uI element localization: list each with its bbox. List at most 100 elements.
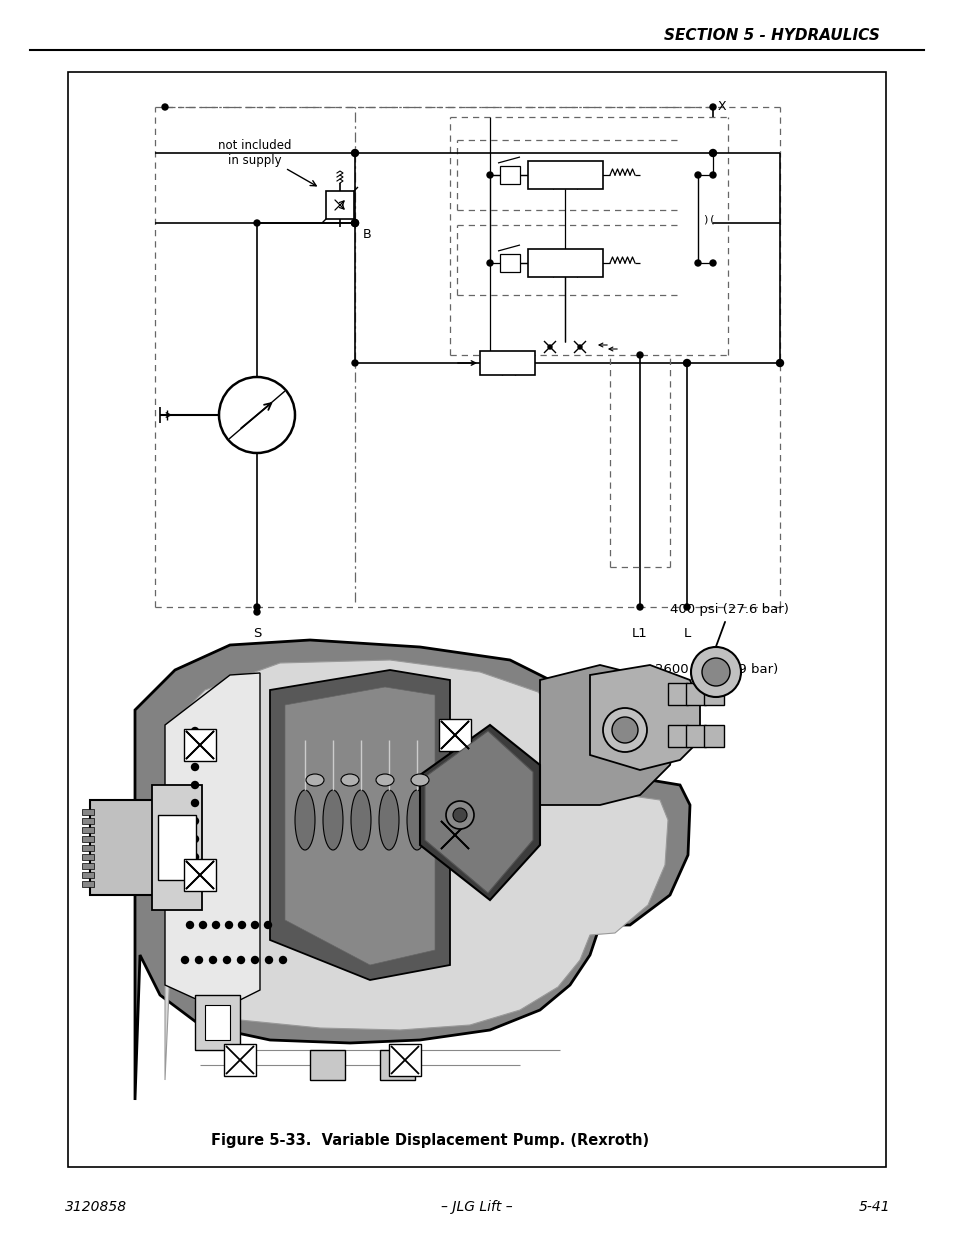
Bar bbox=[527, 249, 602, 277]
Circle shape bbox=[253, 604, 260, 610]
Ellipse shape bbox=[690, 647, 740, 697]
Polygon shape bbox=[424, 731, 533, 893]
Circle shape bbox=[279, 956, 286, 963]
Circle shape bbox=[446, 802, 474, 829]
Circle shape bbox=[192, 818, 198, 825]
Bar bbox=[82, 853, 94, 860]
Circle shape bbox=[351, 149, 358, 157]
Circle shape bbox=[253, 220, 260, 226]
Circle shape bbox=[238, 921, 245, 929]
Text: Figure 5-33.  Variable Displacement Pump. (Rexroth): Figure 5-33. Variable Displacement Pump.… bbox=[211, 1132, 648, 1147]
Circle shape bbox=[199, 921, 206, 929]
Circle shape bbox=[352, 359, 357, 366]
Ellipse shape bbox=[407, 790, 427, 850]
Circle shape bbox=[192, 836, 198, 842]
Circle shape bbox=[612, 718, 638, 743]
Polygon shape bbox=[419, 725, 539, 900]
Circle shape bbox=[162, 104, 168, 110]
Circle shape bbox=[695, 172, 700, 178]
Circle shape bbox=[192, 727, 198, 735]
Bar bbox=[82, 836, 94, 842]
Bar bbox=[82, 863, 94, 869]
Circle shape bbox=[252, 921, 258, 929]
Bar bbox=[685, 725, 705, 747]
Bar bbox=[527, 161, 602, 189]
Bar bbox=[152, 785, 202, 910]
Ellipse shape bbox=[351, 790, 371, 850]
Circle shape bbox=[181, 956, 189, 963]
Circle shape bbox=[192, 853, 198, 861]
Bar bbox=[389, 1044, 420, 1076]
Polygon shape bbox=[285, 687, 435, 965]
Ellipse shape bbox=[323, 790, 343, 850]
Circle shape bbox=[547, 345, 552, 350]
Bar bbox=[82, 818, 94, 824]
Bar bbox=[703, 725, 723, 747]
Bar bbox=[158, 815, 195, 881]
Text: )(: )( bbox=[701, 214, 715, 224]
Ellipse shape bbox=[701, 658, 729, 685]
Bar bbox=[82, 827, 94, 832]
Circle shape bbox=[225, 921, 233, 929]
Circle shape bbox=[213, 921, 219, 929]
Text: X: X bbox=[718, 100, 726, 114]
Bar bbox=[310, 1050, 345, 1079]
Circle shape bbox=[453, 808, 467, 823]
Bar bbox=[82, 881, 94, 887]
Bar bbox=[82, 872, 94, 878]
Circle shape bbox=[709, 261, 716, 266]
Ellipse shape bbox=[340, 774, 358, 785]
Circle shape bbox=[265, 956, 273, 963]
Bar bbox=[205, 1005, 230, 1040]
Circle shape bbox=[186, 921, 193, 929]
Bar bbox=[326, 191, 354, 219]
Text: L: L bbox=[682, 627, 690, 640]
Bar bbox=[685, 683, 705, 705]
Bar bbox=[703, 683, 723, 705]
Circle shape bbox=[264, 921, 272, 929]
Circle shape bbox=[486, 172, 493, 178]
Bar bbox=[184, 860, 215, 890]
Circle shape bbox=[192, 763, 198, 771]
Circle shape bbox=[195, 956, 202, 963]
Circle shape bbox=[192, 782, 198, 788]
Text: 3120858: 3120858 bbox=[65, 1200, 127, 1214]
Bar bbox=[68, 72, 885, 1167]
Bar bbox=[438, 819, 471, 851]
Circle shape bbox=[578, 345, 581, 350]
Text: 400 psi (27.6 bar): 400 psi (27.6 bar) bbox=[669, 604, 788, 685]
Bar bbox=[82, 809, 94, 815]
Text: not included
in supply: not included in supply bbox=[218, 140, 292, 167]
Circle shape bbox=[192, 799, 198, 806]
Circle shape bbox=[709, 104, 716, 110]
Polygon shape bbox=[539, 664, 679, 805]
Circle shape bbox=[709, 172, 716, 178]
Bar bbox=[194, 995, 240, 1050]
Circle shape bbox=[682, 359, 690, 367]
Circle shape bbox=[602, 708, 646, 752]
Bar bbox=[479, 351, 535, 375]
Circle shape bbox=[776, 359, 782, 367]
Bar bbox=[499, 254, 519, 272]
Circle shape bbox=[709, 149, 716, 157]
Polygon shape bbox=[165, 673, 260, 1010]
Bar bbox=[379, 1050, 415, 1079]
Bar bbox=[667, 725, 687, 747]
Circle shape bbox=[253, 609, 260, 615]
Circle shape bbox=[223, 956, 231, 963]
Text: SECTION 5 - HYDRAULICS: SECTION 5 - HYDRAULICS bbox=[663, 27, 879, 42]
Bar bbox=[90, 800, 154, 895]
Bar bbox=[438, 719, 471, 751]
Polygon shape bbox=[270, 671, 450, 981]
Bar bbox=[499, 165, 519, 184]
Text: B: B bbox=[363, 228, 372, 242]
Polygon shape bbox=[135, 640, 689, 1100]
Circle shape bbox=[637, 352, 642, 358]
Ellipse shape bbox=[411, 774, 429, 785]
Circle shape bbox=[237, 956, 244, 963]
Bar bbox=[82, 845, 94, 851]
Bar bbox=[224, 1044, 255, 1076]
Text: L1: L1 bbox=[632, 627, 647, 640]
Polygon shape bbox=[589, 664, 700, 769]
Bar bbox=[667, 683, 687, 705]
